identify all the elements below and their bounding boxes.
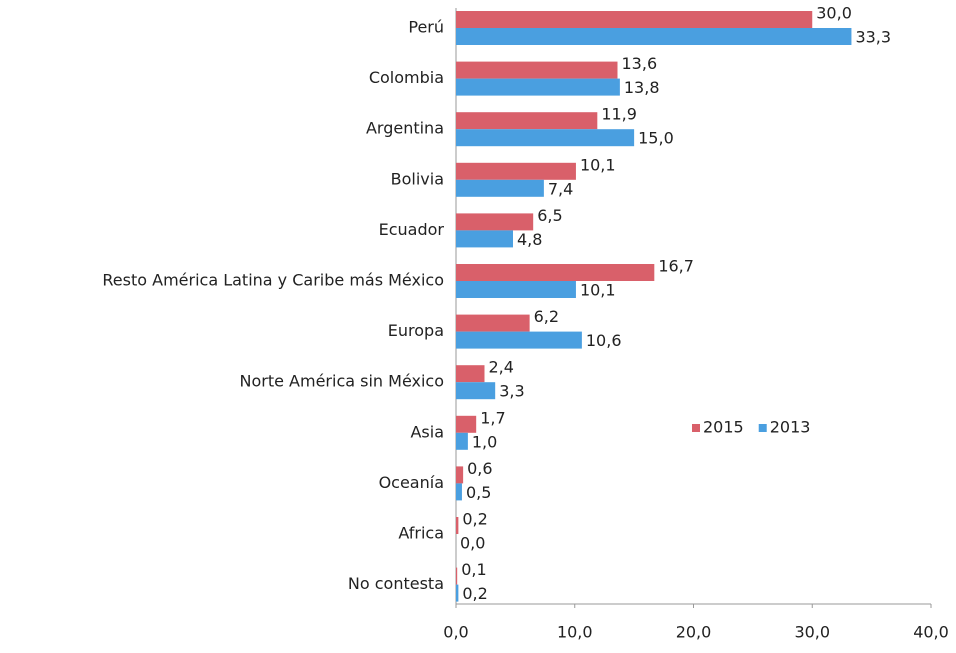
y-tick-label: Asia [410,422,444,441]
bar [456,213,534,231]
value-label: 6,2 [534,307,559,326]
bar [456,129,635,147]
y-tick-label: Norte América sin México [240,372,445,391]
bar [456,281,576,298]
legend-label: 2015 [703,418,744,437]
bar [456,264,655,281]
value-label: 0,1 [461,560,486,579]
bar [456,567,458,585]
x-tick-label: 10,0 [557,623,593,642]
y-tick-label: No contesta [348,574,444,593]
value-label: 0,2 [462,510,487,529]
value-label: 1,7 [480,408,505,427]
value-label: 10,1 [580,155,616,174]
bar [456,365,485,383]
bar [456,517,459,534]
x-tick-label: 0,0 [443,623,468,642]
value-label: 0,5 [466,483,491,502]
value-label: 3,3 [499,382,524,401]
legend-swatch [692,424,700,432]
y-tick-label: Bolivia [391,169,444,188]
bar [456,331,582,349]
value-label: 16,7 [658,257,694,276]
value-label: 15,0 [638,129,674,148]
value-label: 6,5 [537,206,562,225]
bar [456,179,544,197]
y-tick-label: Africa [398,524,444,543]
value-label: 4,8 [517,230,542,249]
bar [456,483,462,501]
value-label: 30,0 [816,4,852,23]
value-label: 0,2 [462,584,487,603]
value-label: 10,6 [586,331,622,350]
value-label: 0,0 [460,534,485,553]
value-label: 13,8 [624,78,660,97]
x-tick-label: 40,0 [913,623,949,642]
value-label: 0,6 [467,459,492,478]
bar [456,466,464,484]
legend-label: 2013 [770,418,811,437]
y-tick-label: Oceanía [379,473,444,492]
bar [456,415,477,433]
bar [456,382,496,400]
x-tick-label: 30,0 [794,623,830,642]
bar [456,432,468,450]
value-label: 33,3 [855,28,891,47]
value-label: 1,0 [472,432,497,451]
bar [456,11,813,28]
y-tick-label: Resto América Latina y Caribe más México [102,271,444,290]
y-tick-label: Argentina [366,119,444,138]
bar [456,112,598,130]
bar [456,28,852,45]
bar [456,162,576,180]
bar [456,61,618,79]
bar [456,584,459,602]
bar [456,78,620,96]
value-label: 11,9 [601,105,637,124]
x-tick-label: 20,0 [676,623,712,642]
legend-swatch [758,424,767,432]
y-tick-label: Europa [388,321,444,340]
value-label: 13,6 [622,54,658,73]
y-tick-label: Colombia [369,68,444,87]
value-label: 7,4 [548,179,573,198]
value-label: 2,4 [489,358,514,377]
bar [456,314,530,332]
y-tick-label: Perú [408,18,444,37]
value-label: 10,1 [580,281,616,300]
y-tick-label: Ecuador [379,220,445,239]
bar [456,230,513,248]
